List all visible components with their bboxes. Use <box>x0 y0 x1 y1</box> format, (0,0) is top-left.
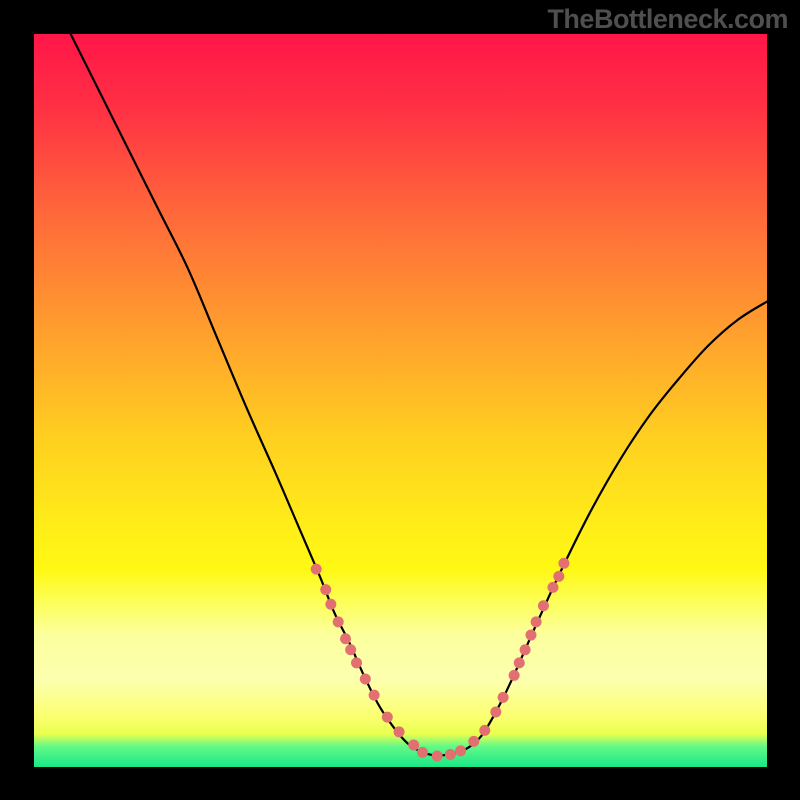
data-marker <box>320 584 331 595</box>
data-marker <box>417 747 428 758</box>
data-marker <box>509 670 520 681</box>
data-marker <box>547 582 558 593</box>
data-marker <box>445 749 456 760</box>
data-marker <box>520 644 531 655</box>
data-marker <box>553 571 564 582</box>
data-marker <box>490 707 501 718</box>
data-marker <box>531 616 542 627</box>
data-marker <box>382 712 393 723</box>
data-marker <box>408 740 419 751</box>
data-marker <box>558 558 569 569</box>
data-marker <box>468 736 479 747</box>
data-marker <box>340 633 351 644</box>
data-marker <box>351 657 362 668</box>
bottleneck-chart <box>34 34 767 767</box>
data-marker <box>479 725 490 736</box>
data-marker <box>345 644 356 655</box>
watermark-text: TheBottleneck.com <box>547 4 788 35</box>
data-marker <box>514 657 525 668</box>
data-marker <box>311 564 322 575</box>
data-marker <box>369 690 380 701</box>
data-marker <box>432 751 443 762</box>
data-marker <box>360 674 371 685</box>
data-marker <box>333 616 344 627</box>
data-marker <box>325 599 336 610</box>
data-marker <box>538 600 549 611</box>
data-marker <box>455 745 466 756</box>
chart-background <box>34 34 767 767</box>
data-marker <box>525 630 536 641</box>
chart-frame: TheBottleneck.com <box>0 0 800 800</box>
data-marker <box>394 726 405 737</box>
data-marker <box>498 692 509 703</box>
